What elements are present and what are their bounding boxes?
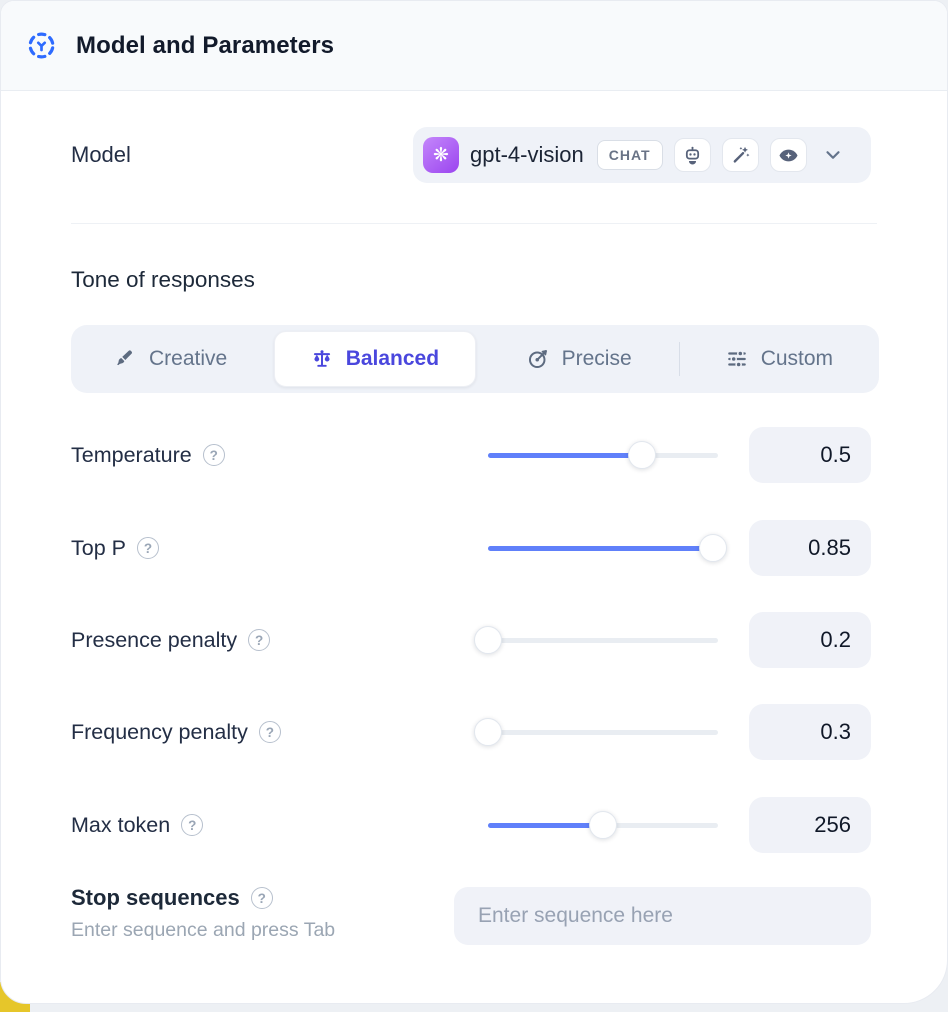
page-title: Model and Parameters — [76, 31, 335, 59]
model-label: Model — [71, 142, 131, 167]
help-icon[interactable]: ? — [181, 814, 204, 836]
temperature-label: Temperature ? — [71, 443, 225, 468]
slider-track[interactable] — [488, 638, 718, 643]
tone-tab-group: Creative Balanced — [71, 325, 879, 393]
temperature-slider[interactable] — [488, 441, 718, 469]
stop-sequences-hint: Enter sequence and press Tab — [71, 919, 336, 941]
tab-label: Creative — [149, 347, 228, 370]
top-p-value[interactable]: 0.85 — [749, 520, 871, 576]
stop-sequences-row: Stop sequences ? Enter sequence and pres… — [71, 885, 871, 947]
presence-penalty-label: Presence penalty ? — [71, 628, 271, 653]
sliders-icon — [726, 348, 748, 370]
frequency-penalty-value[interactable]: 0.3 — [749, 704, 871, 760]
openai-logo-icon: ❋ — [423, 137, 459, 173]
presence-penalty-slider[interactable] — [474, 626, 718, 654]
slider-thumb[interactable] — [628, 441, 657, 469]
slider-track[interactable] — [488, 453, 718, 458]
model-select-dropdown[interactable]: ❋ gpt-4-vision CHAT — [413, 127, 871, 183]
balance-scale-icon — [311, 348, 333, 370]
section-divider — [71, 223, 877, 224]
tab-precise[interactable]: Precise — [480, 331, 679, 387]
chat-type-badge: CHAT — [596, 140, 663, 170]
model-row: Model ❋ gpt-4-vision CHAT — [71, 127, 871, 183]
slider-thumb[interactable] — [589, 811, 617, 839]
help-icon[interactable]: ? — [202, 444, 225, 466]
temperature-value[interactable]: 0.5 — [749, 427, 871, 483]
chevron-down-icon — [822, 144, 844, 166]
target-icon — [527, 348, 549, 370]
frequency-penalty-row: Frequency penalty ? 0.3 — [71, 704, 871, 760]
model-name: gpt-4-vision — [470, 142, 584, 167]
temperature-row: Temperature ? 0.5 — [71, 427, 871, 483]
vision-eye-icon — [769, 138, 807, 172]
tab-creative[interactable]: Creative — [71, 331, 270, 387]
tab-label: Precise — [561, 347, 632, 370]
tab-label: Balanced — [345, 347, 440, 370]
tab-label: Custom — [760, 347, 834, 370]
top-p-slider[interactable] — [488, 534, 728, 562]
slider-thumb[interactable] — [699, 534, 728, 562]
paintbrush-icon — [114, 348, 136, 370]
max-token-slider[interactable] — [488, 811, 718, 839]
slider-thumb[interactable] — [474, 626, 502, 654]
slider-track[interactable] — [488, 546, 718, 551]
tone-section-heading: Tone of responses — [71, 267, 255, 292]
top-p-label: Top P ? — [71, 536, 159, 561]
stop-sequences-label: Stop sequences ? — [71, 885, 871, 911]
slider-thumb[interactable] — [474, 718, 502, 746]
tab-balanced[interactable]: Balanced — [274, 331, 476, 387]
max-token-label: Max token ? — [71, 813, 204, 838]
max-token-value[interactable]: 256 — [749, 797, 871, 853]
presence-penalty-value[interactable]: 0.2 — [749, 612, 871, 668]
help-icon[interactable]: ? — [250, 887, 273, 909]
panel-header: Model and Parameters — [1, 1, 947, 91]
robot-icon — [673, 138, 711, 172]
stop-sequence-input[interactable] — [454, 887, 871, 945]
tab-custom[interactable]: Custom — [680, 331, 879, 387]
frequency-penalty-label: Frequency penalty ? — [71, 720, 281, 745]
help-icon[interactable]: ? — [248, 629, 271, 651]
model-hub-icon — [26, 30, 57, 61]
max-token-row: Max token ? 256 — [71, 797, 871, 853]
top-p-row: Top P ? 0.85 — [71, 520, 871, 576]
tab-divider — [678, 342, 680, 376]
frequency-penalty-slider[interactable] — [474, 718, 718, 746]
help-icon[interactable]: ? — [258, 721, 281, 743]
slider-track[interactable] — [488, 730, 718, 735]
presence-penalty-row: Presence penalty ? 0.2 — [71, 612, 871, 668]
help-icon[interactable]: ? — [136, 537, 159, 559]
magic-wand-icon — [721, 138, 759, 172]
